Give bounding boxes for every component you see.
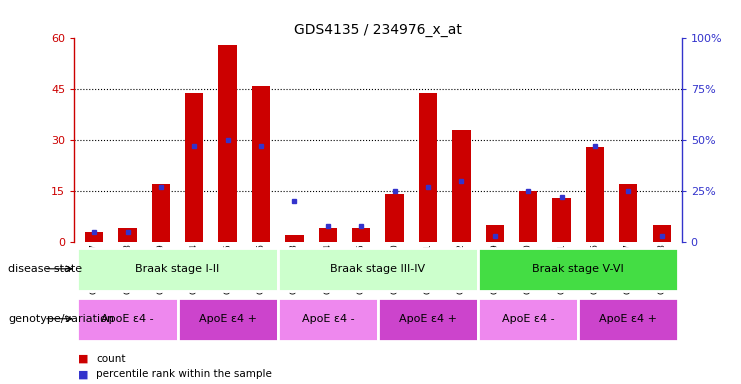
Bar <box>152 184 170 242</box>
Bar <box>478 298 578 341</box>
Bar <box>278 248 478 291</box>
Bar <box>185 93 204 242</box>
Bar <box>578 298 678 341</box>
Bar <box>585 147 604 242</box>
Bar <box>419 93 437 242</box>
Bar <box>653 225 671 242</box>
Bar <box>219 45 237 242</box>
Text: Braak stage III-IV: Braak stage III-IV <box>330 264 425 274</box>
Text: Braak stage I-II: Braak stage I-II <box>136 264 220 274</box>
Text: ApoE ε4 +: ApoE ε4 + <box>199 314 256 324</box>
Bar <box>285 235 304 242</box>
Bar <box>319 228 337 242</box>
Title: GDS4135 / 234976_x_at: GDS4135 / 234976_x_at <box>294 23 462 37</box>
Text: disease state: disease state <box>8 264 82 274</box>
Text: ■: ■ <box>78 369 88 379</box>
Text: ApoE ε4 -: ApoE ε4 - <box>302 314 354 324</box>
Bar <box>352 228 370 242</box>
Text: ApoE ε4 -: ApoE ε4 - <box>102 314 154 324</box>
Text: percentile rank within the sample: percentile rank within the sample <box>96 369 272 379</box>
Text: ApoE ε4 +: ApoE ε4 + <box>599 314 657 324</box>
Text: ApoE ε4 +: ApoE ε4 + <box>399 314 457 324</box>
Bar <box>78 248 278 291</box>
Bar <box>278 298 378 341</box>
Text: count: count <box>96 354 126 364</box>
Bar <box>85 232 103 242</box>
Bar <box>78 298 178 341</box>
Bar <box>378 298 478 341</box>
Bar <box>519 191 537 242</box>
Text: Braak stage V-VI: Braak stage V-VI <box>532 264 624 274</box>
Text: ApoE ε4 -: ApoE ε4 - <box>502 314 554 324</box>
Bar <box>452 130 471 242</box>
Bar <box>619 184 637 242</box>
Text: ■: ■ <box>78 354 88 364</box>
Bar <box>385 194 404 242</box>
Bar <box>552 198 571 242</box>
Bar <box>485 225 504 242</box>
Bar <box>119 228 136 242</box>
Bar <box>252 86 270 242</box>
Bar <box>478 248 678 291</box>
Text: genotype/variation: genotype/variation <box>8 314 114 324</box>
Bar <box>178 298 278 341</box>
